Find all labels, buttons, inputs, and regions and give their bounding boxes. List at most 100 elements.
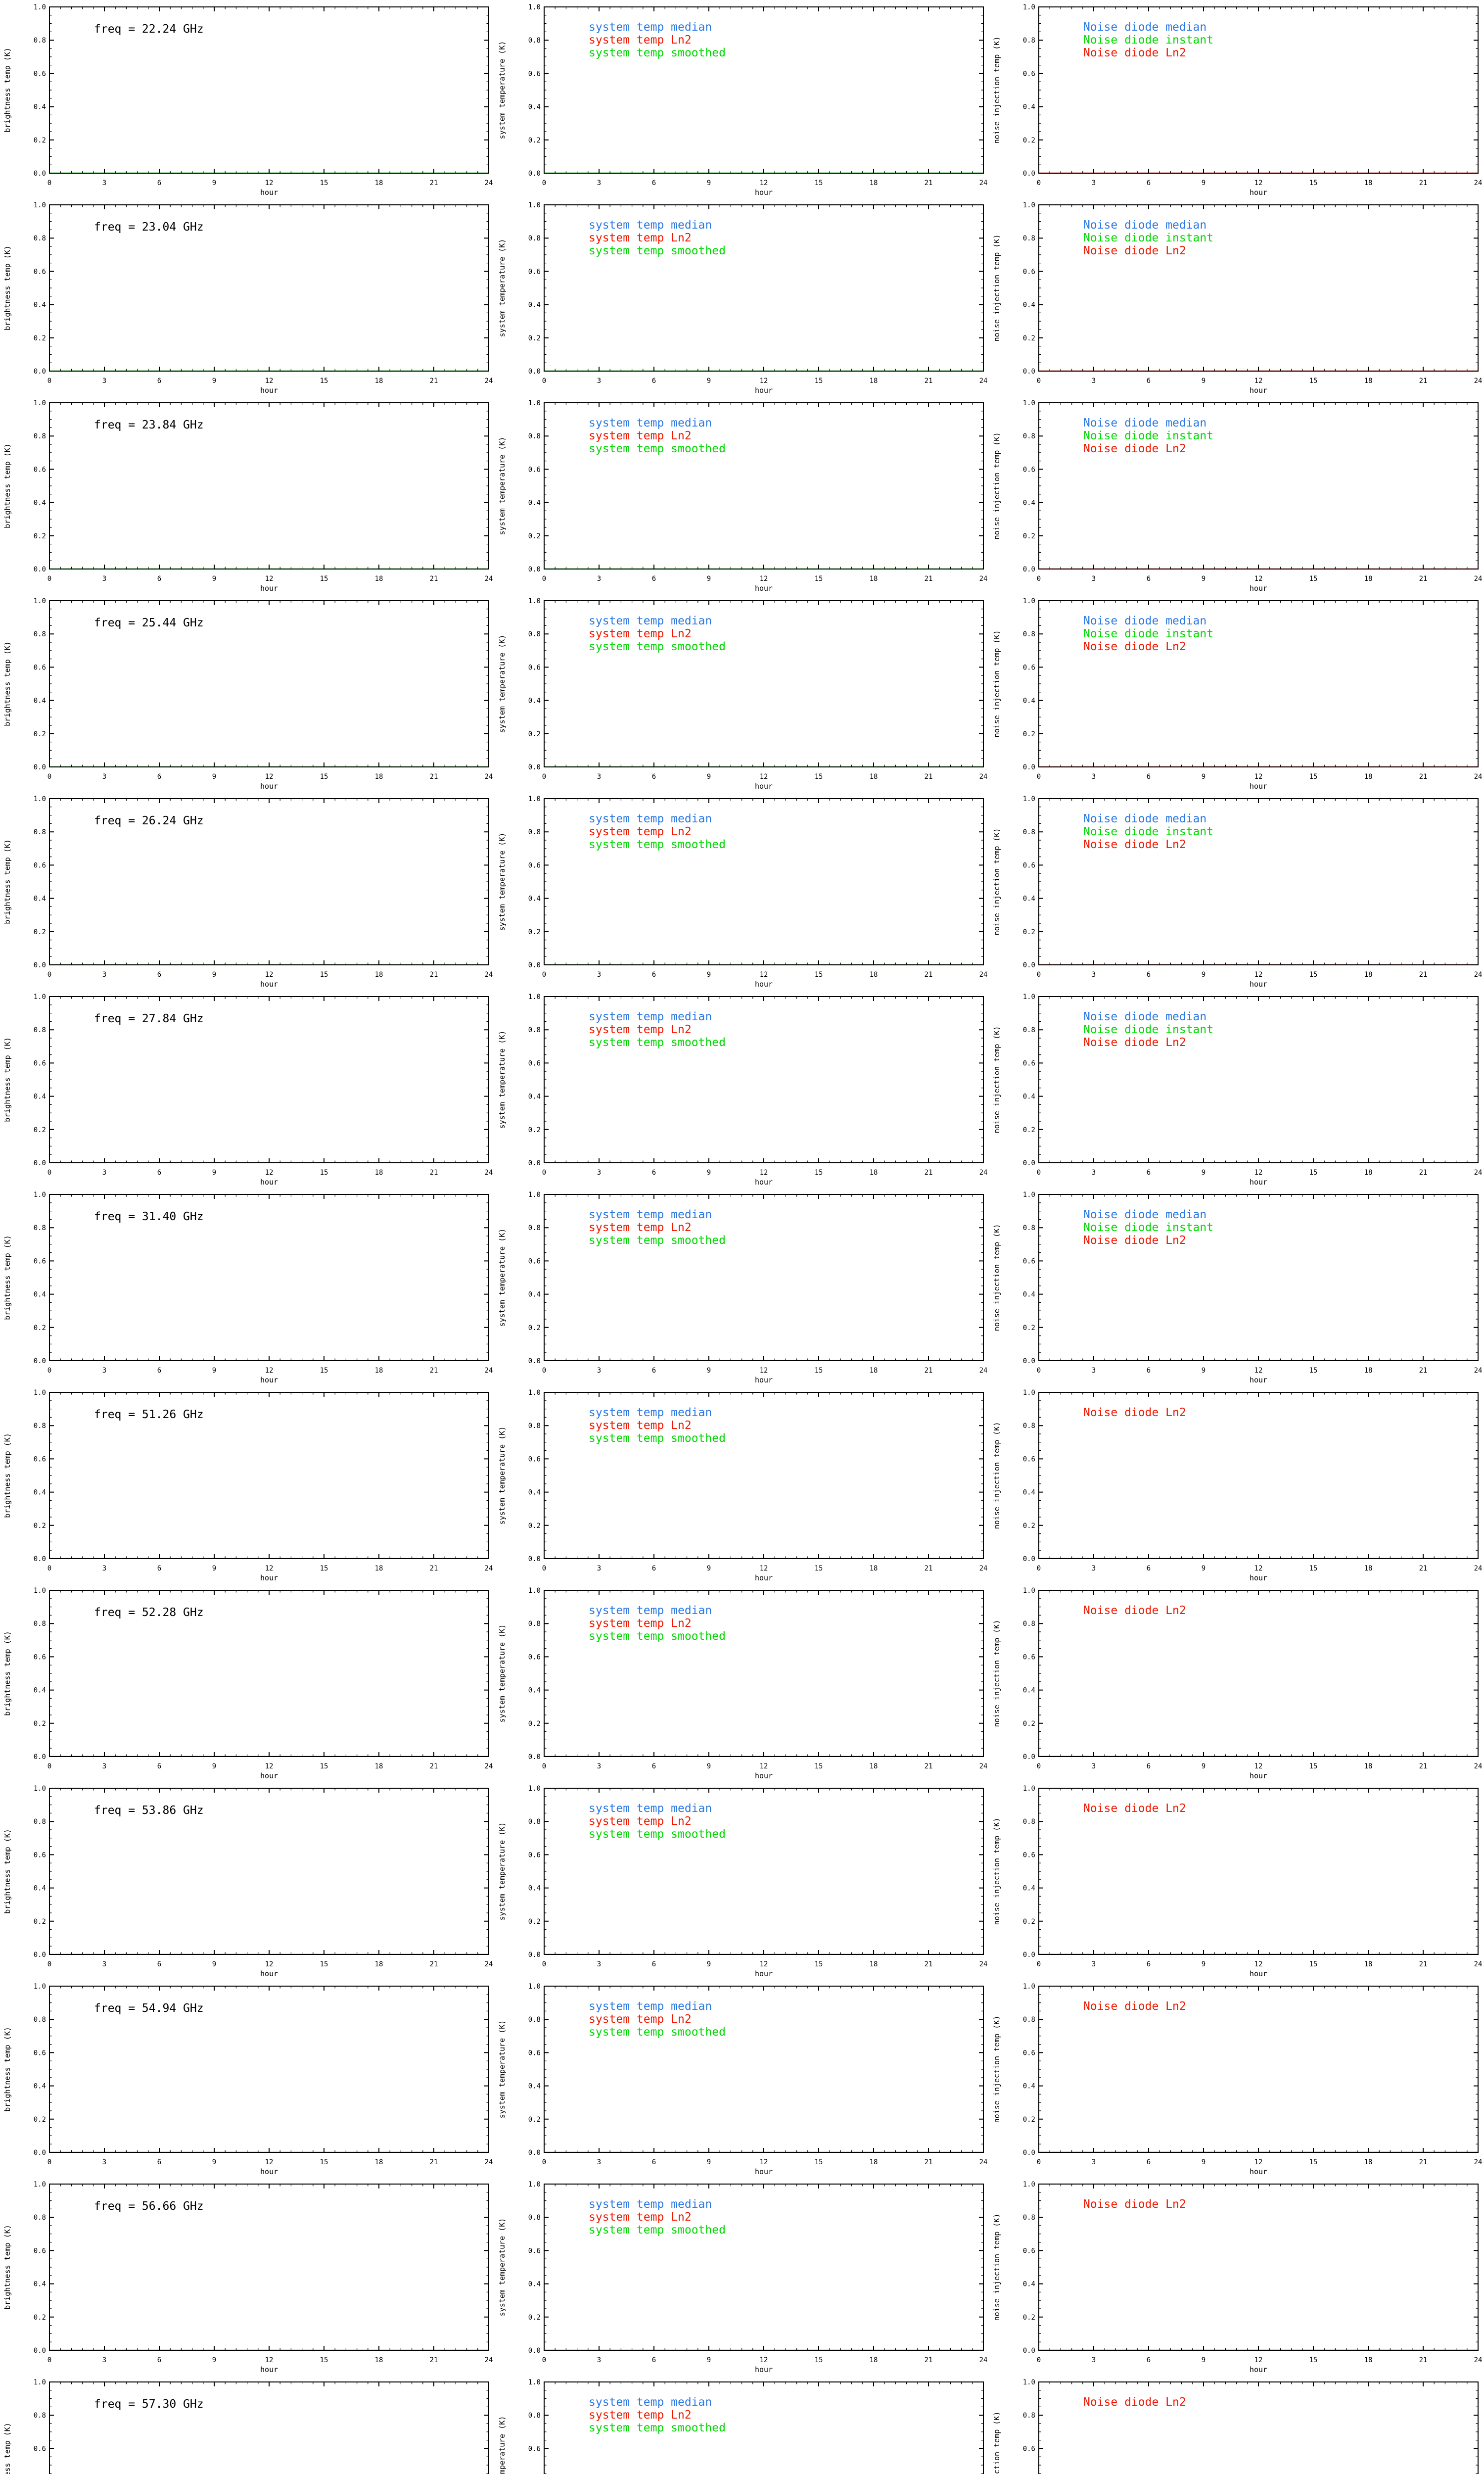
legend-entry: Noise diode Ln2 (1083, 1036, 1186, 1049)
plot-row: 0 3 6 9 12 15 18 21 24 0.0 0.2 0.4 0.6 0.8 1.0 hour brig… (0, 990, 1484, 1188)
y-tick-label: 0.8 (1023, 432, 1035, 440)
y-tick-label: 1.0 (34, 2379, 46, 2386)
minor-ticks (1039, 2382, 1478, 2474)
x-tick-label: 0 (542, 2158, 546, 2166)
x-tick-label: 3 (597, 1762, 601, 1770)
y-tick-label: 0.6 (34, 2445, 46, 2453)
x-tick-label: 24 (485, 575, 493, 583)
x-axis-title: hour (260, 188, 278, 197)
y-tick-label: 0.2 (1023, 1918, 1035, 1926)
x-tick-label: 9 (212, 1565, 216, 1572)
plot-r2-mid: 0 3 6 9 12 15 18 21 24 0.0 0.2 0.4 0.6 0.8 1.0 hour syst… (498, 201, 987, 395)
y-tick-label: 0.6 (1023, 70, 1035, 78)
y-tick-label: 0.2 (1023, 1126, 1035, 1134)
x-tick-label: 6 (157, 1762, 161, 1770)
x-tick-label: 3 (102, 377, 106, 385)
x-tick-label: 24 (485, 377, 493, 385)
x-tick-label: 24 (485, 1367, 493, 1375)
legend-entry: system temp smoothed (589, 1828, 726, 1841)
x-tick-label: 12 (1254, 1762, 1263, 1770)
x-tick-label: 12 (265, 179, 274, 187)
major-ticks (1038, 1986, 1479, 2153)
panel-r6-left: 0 3 6 9 12 15 18 21 24 0.0 0.2 0.4 0.6 0.8 1.0 hour brig… (0, 990, 495, 1188)
plot-r3-mid: 0 3 6 9 12 15 18 21 24 0.0 0.2 0.4 0.6 0.8 1.0 hour syst… (498, 399, 987, 593)
legend-entry: Noise diode Ln2 (1083, 1234, 1186, 1247)
y-axis-title: system temperature (K) (498, 1624, 507, 1723)
major-ticks (544, 798, 984, 965)
major-ticks (544, 2381, 984, 2449)
y-axis-title: noise injection temp (K) (992, 1620, 1001, 1727)
x-tick-label: 24 (485, 2158, 493, 2166)
y-tick-label: 0.4 (1023, 1093, 1035, 1101)
x-tick-label: 18 (870, 1762, 878, 1770)
x-tick-label: 15 (1309, 1367, 1318, 1375)
legend-entry: system temp smoothed (589, 2224, 726, 2236)
y-tick-label: 0.6 (1023, 2049, 1035, 2057)
y-axis-title: brightness temp (K) (3, 245, 12, 331)
x-tick-label: 3 (102, 2158, 106, 2166)
y-tick-label: 0.6 (1023, 1653, 1035, 1661)
x-axis-title: hour (260, 1573, 278, 1582)
x-tick-label: 15 (815, 1169, 823, 1177)
y-tick-label: 0.2 (34, 137, 46, 144)
plot-r13-right: 036912151821240.00.20.40.60.81.0hournois… (992, 2379, 1479, 2474)
y-tick-label: 1.0 (528, 1587, 541, 1595)
minor-ticks (1039, 799, 1478, 965)
x-tick-label: 0 (542, 1367, 546, 1375)
y-tick-label: 0.2 (1023, 2314, 1035, 2322)
plot-r11-mid: 0 3 6 9 12 15 18 21 24 0.0 0.2 0.4 0.6 0.8 1.0 hour syst… (498, 1983, 987, 2176)
major-ticks (1038, 996, 1479, 1163)
x-axis-title: hour (1250, 2365, 1267, 2374)
y-tick-label: 0.6 (34, 268, 46, 276)
plot-r5-left: 0 3 6 9 12 15 18 21 24 0.0 0.2 0.4 0.6 0.8 1.0 hour brig… (3, 795, 493, 989)
y-axis-title: noise injection temp (K) (992, 1422, 1001, 1529)
y-tick-label: 0.8 (34, 1224, 46, 1232)
x-tick-label: 24 (979, 1762, 988, 1770)
y-tick-label: 0.8 (34, 1620, 46, 1628)
plot-row: 0 3 6 9 12 15 18 21 24 0.0 0.2 0.4 0.6 0.8 1.0 hour brig… (0, 1385, 1484, 1583)
y-tick-label: 1.0 (528, 1785, 541, 1793)
x-tick-label: 24 (1474, 1169, 1483, 1177)
x-tick-label: 12 (760, 1565, 768, 1572)
x-tick-label: 12 (265, 1565, 274, 1572)
plot-r4-left: 0 3 6 9 12 15 18 21 24 0.0 0.2 0.4 0.6 0.8 1.0 hour brig… (3, 597, 493, 791)
x-tick-label: 18 (375, 1762, 383, 1770)
y-axis-title: system temperature (K) (498, 1229, 507, 1327)
x-tick-label: 3 (597, 179, 601, 187)
y-tick-label: 0.0 (528, 566, 541, 573)
legend-entry: system temp smoothed (589, 640, 726, 653)
legend-entry: system temp median (589, 2396, 712, 2409)
major-ticks (49, 2381, 489, 2449)
legend-entry: Noise diode median (1083, 219, 1206, 232)
y-tick-label: 0.8 (528, 828, 541, 836)
y-tick-label: 0.6 (528, 664, 541, 671)
x-tick-label: 15 (815, 2356, 823, 2364)
y-tick-label: 0.0 (34, 368, 46, 376)
y-tick-label: 0.6 (34, 861, 46, 869)
x-axis-title: hour (1250, 2167, 1267, 2176)
y-tick-label: 0.2 (1023, 137, 1035, 144)
x-tick-label: 6 (652, 575, 656, 583)
y-tick-label: 1.0 (34, 2181, 46, 2189)
legend-entry: Noise diode median (1083, 417, 1206, 429)
x-tick-label: 12 (760, 971, 768, 979)
y-tick-label: 0.4 (528, 2083, 541, 2091)
y-tick-label: 1.0 (1023, 3, 1035, 11)
plot-r12-right: 0 3 6 9 12 15 18 21 24 0.0 0.2 0.4 0.6 0.8 1.0 hour nois… (992, 2181, 1482, 2374)
major-ticks (1038, 2184, 1479, 2351)
minor-ticks (544, 2184, 983, 2350)
y-tick-label: 0.2 (528, 1126, 541, 1134)
minor-ticks (49, 403, 489, 569)
x-tick-label: 15 (815, 179, 823, 187)
y-tick-label: 0.6 (528, 70, 541, 78)
y-tick-label: 0.6 (528, 1257, 541, 1265)
x-tick-label: 15 (1309, 1960, 1318, 1968)
legend-entry: system temp median (589, 1604, 712, 1617)
x-axis-title: hour (260, 1178, 278, 1187)
y-axis-title: brightness temp (K) (3, 1829, 12, 1914)
x-tick-label: 12 (1254, 971, 1263, 979)
plot-r10-mid: 0 3 6 9 12 15 18 21 24 0.0 0.2 0.4 0.6 0.8 1.0 hour syst… (498, 1785, 987, 1978)
x-tick-label: 15 (320, 1169, 328, 1177)
x-tick-label: 18 (1364, 1762, 1373, 1770)
y-tick-label: 0.4 (528, 103, 541, 111)
